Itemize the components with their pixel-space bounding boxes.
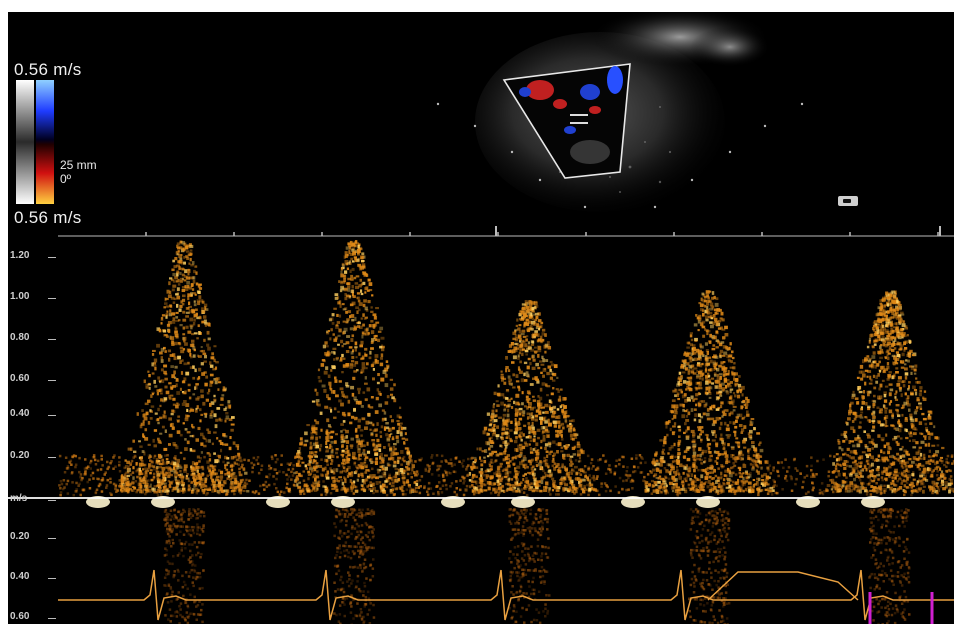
depth-label: 25 mm [60, 158, 97, 172]
spectral-doppler [8, 226, 954, 624]
top-border [0, 0, 954, 12]
velocity-bottom-label: 0.56 m/s [14, 208, 82, 227]
left-border [0, 0, 8, 624]
color-velocity-scale [16, 80, 54, 204]
axis-tick-mark [48, 500, 56, 501]
axis-tick-mark [48, 415, 56, 416]
axis-tick-mark [48, 457, 56, 458]
axis-tick-mark [48, 618, 56, 619]
angle-label: 0º [60, 172, 72, 186]
axis-tick-label: m/s [10, 493, 28, 504]
axis-tick-label: 0.80 [10, 332, 30, 343]
axis-tick-label: 0.60 [10, 611, 30, 622]
probe-orientation-marker [838, 196, 858, 206]
axis-tick-label: 0.40 [10, 408, 30, 419]
sector-image [436, 12, 804, 212]
axis-tick-mark [48, 380, 56, 381]
axis-tick-mark [48, 257, 56, 258]
axis-tick-mark [48, 339, 56, 340]
axis-tick-label: 0.60 [10, 373, 30, 384]
axis-tick-label: 1.20 [10, 250, 30, 261]
axis-tick-label: 0.20 [10, 450, 30, 461]
axis-tick-mark [48, 578, 56, 579]
axis-tick-label: 0.20 [10, 531, 30, 542]
axis-tick-label: 1.00 [10, 291, 30, 302]
velocity-top-label: 0.56 m/s [14, 60, 82, 79]
axis-tick-mark [48, 298, 56, 299]
axis-tick-label: 0.40 [10, 571, 30, 582]
axis-tick-mark [48, 538, 56, 539]
